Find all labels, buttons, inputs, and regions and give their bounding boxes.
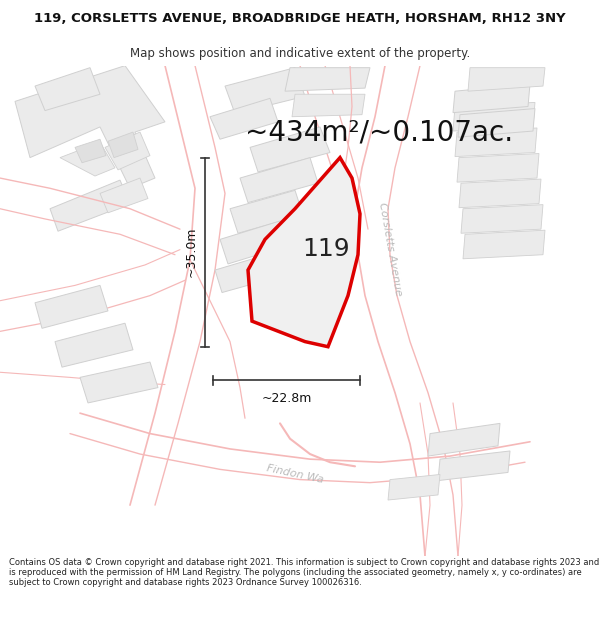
Text: Map shows position and indicative extent of the property.: Map shows position and indicative extent… <box>130 47 470 59</box>
Polygon shape <box>248 158 360 347</box>
Text: ~22.8m: ~22.8m <box>262 392 311 406</box>
Polygon shape <box>455 128 537 157</box>
Text: Findon Wa: Findon Wa <box>266 464 325 486</box>
Text: 119, CORSLETTS AVENUE, BROADBRIDGE HEATH, HORSHAM, RH12 3NY: 119, CORSLETTS AVENUE, BROADBRIDGE HEATH… <box>34 12 566 25</box>
Polygon shape <box>15 66 165 188</box>
Polygon shape <box>108 132 138 158</box>
Polygon shape <box>225 68 305 114</box>
Polygon shape <box>210 98 278 139</box>
Polygon shape <box>461 204 543 233</box>
Polygon shape <box>105 132 150 170</box>
Polygon shape <box>55 323 133 367</box>
Polygon shape <box>215 254 277 292</box>
Polygon shape <box>292 94 365 117</box>
Polygon shape <box>230 191 303 233</box>
Polygon shape <box>428 423 500 456</box>
Polygon shape <box>75 139 106 162</box>
Polygon shape <box>220 221 288 264</box>
Polygon shape <box>453 102 535 131</box>
Polygon shape <box>80 362 158 403</box>
Text: ~35.0m: ~35.0m <box>185 227 197 278</box>
Polygon shape <box>35 68 100 111</box>
Text: ~434m²/~0.107ac.: ~434m²/~0.107ac. <box>245 118 513 146</box>
Polygon shape <box>388 474 440 500</box>
Polygon shape <box>240 158 318 202</box>
Polygon shape <box>457 154 539 182</box>
Polygon shape <box>468 68 545 91</box>
Polygon shape <box>100 178 148 212</box>
Polygon shape <box>438 451 510 481</box>
Text: Corsletts Avenue: Corsletts Avenue <box>377 202 403 298</box>
Polygon shape <box>60 142 115 176</box>
Polygon shape <box>50 180 130 231</box>
Polygon shape <box>35 286 108 328</box>
Polygon shape <box>285 68 370 91</box>
Text: 119: 119 <box>302 237 350 261</box>
Polygon shape <box>458 109 535 137</box>
Polygon shape <box>250 127 330 172</box>
Text: Contains OS data © Crown copyright and database right 2021. This information is : Contains OS data © Crown copyright and d… <box>9 558 599 588</box>
Polygon shape <box>453 84 530 112</box>
Polygon shape <box>459 179 541 208</box>
Polygon shape <box>463 230 545 259</box>
